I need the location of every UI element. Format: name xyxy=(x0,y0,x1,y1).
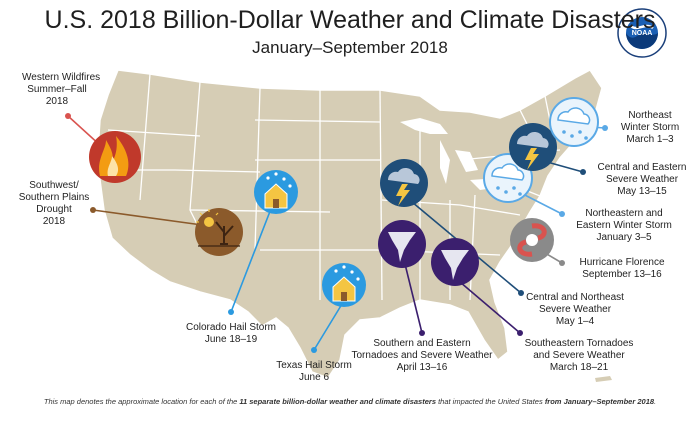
label-southeastern-tornadoes: Southeastern Tornadoes and Severe Weather… xyxy=(524,338,634,373)
footnote-text-3: . xyxy=(654,397,657,406)
leader-southwest-drought xyxy=(92,209,203,226)
us-land xyxy=(97,69,603,379)
map-footnote: This map denotes the approximate locatio… xyxy=(0,397,700,406)
label-northeastern-eastern-winter: Northeastern and Eastern Winter Storm Janu… xyxy=(576,208,672,243)
footnote-text-1: This map denotes the approximate locatio… xyxy=(43,397,240,406)
footnote-bold-count: 11 separate billion-dollar weather and c… xyxy=(239,397,436,406)
label-texas-hail: Texas Hail Storm June 6 xyxy=(276,360,352,383)
leader-colorado-hail xyxy=(230,200,275,313)
snowstorm-icon xyxy=(549,97,599,147)
leader-dot-northeastern-eastern-winter xyxy=(559,211,565,217)
label-southern-eastern-tornadoes: Southern and Eastern Tornadoes and Severe… xyxy=(351,338,493,373)
hail-house-icon xyxy=(322,263,366,307)
map-subtitle: January–September 2018 xyxy=(252,38,448,57)
map-title: U.S. 2018 Billion-Dollar Weather and Cli… xyxy=(44,6,656,34)
label-hurricane-florence: Hurricane Florence September 13–16 xyxy=(579,257,665,280)
wildfire-icon xyxy=(89,131,141,183)
leader-southern-eastern-tornadoes xyxy=(403,259,423,334)
leader-dot-hurricane-florence xyxy=(559,260,565,266)
leader-dot-western-wildfires xyxy=(65,113,71,119)
tornado-icon xyxy=(431,238,479,286)
leader-dot-southern-eastern-tornadoes xyxy=(419,330,425,336)
leader-dot-central-northeast-severe xyxy=(518,290,524,296)
tornado-icon xyxy=(378,220,426,268)
label-southwest-drought: Southwest/Southern Plains Drought 2018 xyxy=(18,180,90,227)
hail-house-icon xyxy=(254,170,298,214)
drought-icon xyxy=(195,208,243,256)
noaa-logo: NOAA xyxy=(617,8,667,58)
thunderstorm-icon xyxy=(509,123,557,171)
hurricane-icon xyxy=(510,218,554,262)
leader-texas-hail xyxy=(313,303,343,351)
puerto-rico xyxy=(595,376,612,382)
label-colorado-hail: Colorado Hail Storm June 18–19 xyxy=(185,322,277,345)
leader-dot-central-eastern-severe xyxy=(580,169,586,175)
leader-dot-texas-hail xyxy=(311,347,317,353)
label-central-northeast-severe: Central and Northeast Severe Weather May 1… xyxy=(526,292,624,327)
label-northeast-winter: Northeast Winter Storm March 1–3 xyxy=(620,110,680,145)
thunderstorm-icon xyxy=(380,159,428,207)
leader-dot-southwest-drought xyxy=(90,207,96,213)
leader-dot-colorado-hail xyxy=(228,309,234,315)
leader-dot-northeast-winter xyxy=(602,125,608,131)
footnote-text-2: that impacted the United States xyxy=(436,397,545,406)
noaa-logo-text: NOAA xyxy=(632,30,653,37)
label-central-eastern-severe: Central and Eastern Severe Weather May 13–… xyxy=(597,162,687,197)
label-western-wildfires: Western Wildfires Summer–Fall 2018 xyxy=(22,72,101,107)
leader-dot-southeastern-tornadoes xyxy=(517,330,523,336)
leader-southeastern-tornadoes xyxy=(459,281,521,334)
footnote-bold-period: from January–September 2018 xyxy=(544,397,655,406)
